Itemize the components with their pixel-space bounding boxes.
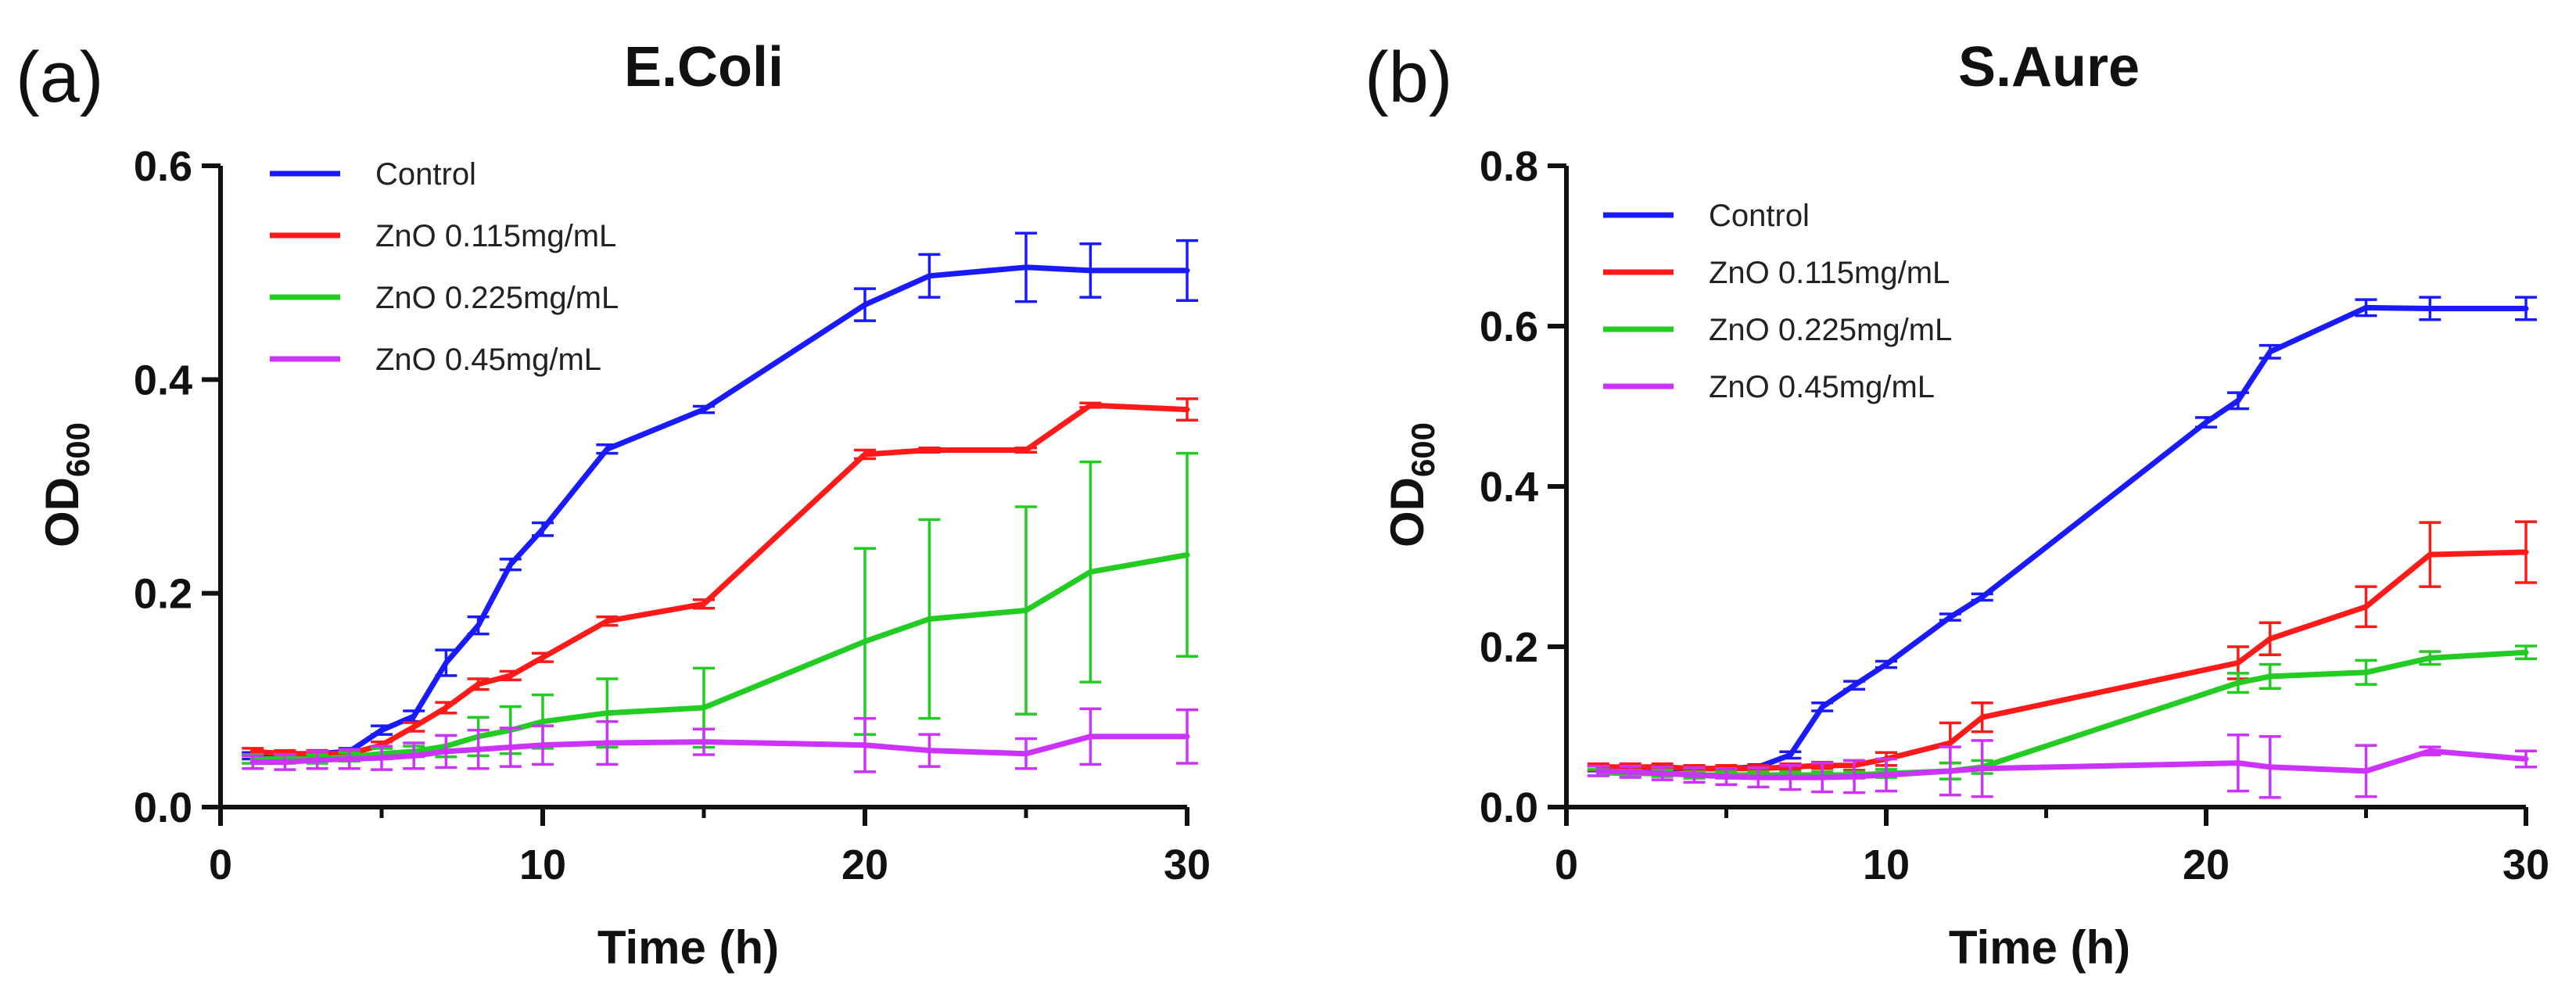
- legend-entry-label: Control: [1709, 199, 1810, 233]
- y-tick-label: 0.8: [1480, 143, 1538, 190]
- x-tick-label: 10: [519, 841, 566, 888]
- x-tick-label: 10: [1863, 841, 1910, 888]
- legend-entry-label: ZnO 0.225mg/mL: [375, 281, 619, 315]
- panel-label: (b): [1365, 38, 1452, 117]
- series: [1587, 644, 2537, 780]
- y-tick-label: 0.0: [1480, 784, 1538, 831]
- y-tick-label: 0.2: [1480, 624, 1538, 671]
- y-axis-label-subscript: 600: [1405, 422, 1441, 477]
- x-tick-label: 0: [1555, 841, 1578, 888]
- plot-area: 0.0 0.2 0.4 0.6 0 10 20 30: [134, 143, 1211, 888]
- panel-b: (b) S.Aure Time (h) OD600 0.00.20.40.60.…: [1365, 36, 2549, 974]
- y-tick-label: 0.6: [1480, 303, 1538, 350]
- x-tick-label: 30: [2502, 841, 2549, 888]
- legend: Control ZnO 0.115mg/mL ZnO 0.225mg/mL ZnO 0…: [1603, 199, 1952, 404]
- series-line: [1595, 649, 2529, 778]
- y-axis-label-subscript: 600: [59, 422, 96, 477]
- y-axis-label: OD600: [1381, 422, 1441, 547]
- series: [1587, 520, 2537, 773]
- legend-entry-label: ZnO 0.45mg/mL: [1709, 370, 1935, 404]
- y-tick-label: 0.6: [134, 143, 192, 190]
- y-tick-label: 0.0: [134, 784, 192, 831]
- series-line: [249, 264, 1190, 759]
- x-axis-label: Time (h): [1949, 921, 2130, 974]
- legend-entry-label: Control: [375, 157, 476, 192]
- legend-entry-label: ZnO 0.115mg/mL: [1709, 256, 1950, 290]
- y-axis-label-main: OD: [36, 477, 88, 547]
- x-tick-label: 20: [841, 841, 888, 888]
- series-line: [249, 734, 1190, 766]
- legend-entry-label: ZnO 0.45mg/mL: [375, 343, 601, 377]
- panel-label: (a): [16, 38, 103, 117]
- chart-title: E.Coli: [624, 36, 784, 99]
- x-tick-label: 20: [2183, 841, 2230, 888]
- y-axis-label: OD600: [36, 422, 96, 547]
- series: [1587, 734, 2537, 799]
- y-axis-label-main: OD: [1381, 477, 1433, 547]
- y-tick-label: 0.2: [134, 571, 192, 618]
- legend: Control ZnO 0.115mg/mL ZnO 0.225mg/mL ZnO 0…: [270, 157, 619, 377]
- series: [242, 451, 1198, 765]
- x-tick-label: 30: [1164, 841, 1211, 888]
- panel-a: (a) E.Coli Time (h) OD600 0.0 0.2 0.4 0.6 0 1…: [16, 36, 1211, 974]
- y-tick-label: 0.4: [134, 357, 192, 404]
- series: [242, 707, 1198, 773]
- series-line: [1595, 748, 2529, 780]
- plot-area: 0.0 0.2 0.4 0.6 0.8 0 10 20 30: [1480, 143, 2549, 888]
- chart-title: S.Aure: [1958, 36, 2140, 99]
- legend-entry-label: ZnO 0.115mg/mL: [375, 219, 616, 253]
- series-line: [1595, 549, 2529, 772]
- legend-entry-label: ZnO 0.225mg/mL: [1709, 313, 1952, 347]
- y-tick-label: 0.4: [1480, 464, 1538, 511]
- x-tick-label: 0: [209, 841, 232, 888]
- x-axis-label: Time (h): [597, 921, 779, 974]
